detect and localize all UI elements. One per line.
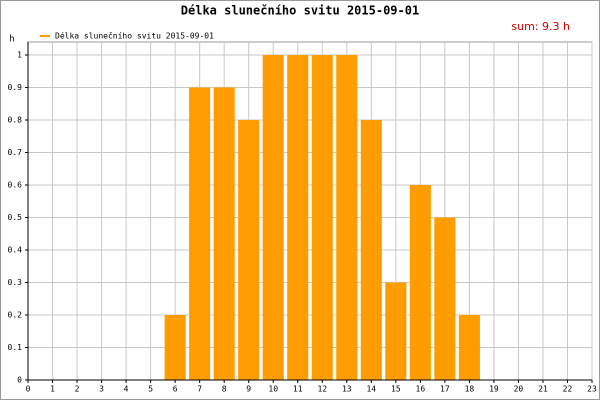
bar <box>189 87 211 380</box>
y-tick-label: 1 <box>17 51 22 60</box>
bar <box>262 55 284 380</box>
bar <box>164 315 186 380</box>
x-tick-label: 4 <box>124 385 129 394</box>
x-tick-label: 3 <box>99 385 104 394</box>
bar <box>434 217 456 380</box>
plot-area <box>27 41 593 381</box>
bar <box>238 120 260 380</box>
bar <box>409 185 431 380</box>
y-tick-label: 0 <box>17 376 22 385</box>
x-tick-label: 18 <box>465 385 475 394</box>
x-tick-label: 13 <box>342 385 352 394</box>
bar <box>360 120 382 380</box>
x-tick-label: 1 <box>50 385 55 394</box>
y-tick-label: 0.7 <box>8 148 23 157</box>
y-tick-label: 0.5 <box>8 213 23 222</box>
y-tick-label: 0.2 <box>8 311 23 320</box>
y-tick-label: 0.6 <box>8 181 23 190</box>
x-tick-label: 20 <box>514 385 524 394</box>
bar <box>336 55 358 380</box>
x-tick-label: 22 <box>563 385 573 394</box>
x-tick-label: 21 <box>538 385 548 394</box>
x-tick-label: 12 <box>317 385 327 394</box>
x-tick-label: 23 <box>587 385 597 394</box>
y-tick-label: 0.8 <box>8 116 23 125</box>
x-tick-label: 7 <box>197 385 202 394</box>
y-tick-label: 0.3 <box>8 278 23 287</box>
bar <box>385 282 407 380</box>
bar <box>287 55 309 380</box>
y-tick-label: 0.4 <box>8 246 23 255</box>
x-tick-label: 15 <box>391 385 401 394</box>
y-tick-label: 0.9 <box>8 83 23 92</box>
x-tick-label: 16 <box>416 385 426 394</box>
bar <box>213 87 235 380</box>
bar <box>311 55 333 380</box>
x-tick-label: 11 <box>293 385 303 394</box>
chart-title: Délka slunečního svitu 2015-09-01 <box>181 4 419 18</box>
x-tick-label: 2 <box>75 385 80 394</box>
y-axis-label: h <box>9 35 14 45</box>
x-tick-label: 0 <box>26 385 31 394</box>
x-tick-label: 9 <box>246 385 251 394</box>
bar <box>458 315 480 380</box>
sum-annotation: sum: 9.3 h <box>511 20 570 33</box>
x-tick-label: 14 <box>366 385 376 394</box>
y-tick-label: 0.1 <box>8 343 23 352</box>
legend-label: Délka slunečního svitu 2015-09-01 <box>55 31 214 41</box>
x-tick-label: 17 <box>440 385 450 394</box>
x-tick-label: 6 <box>173 385 178 394</box>
x-tick-label: 19 <box>489 385 499 394</box>
x-tick-label: 5 <box>148 385 153 394</box>
x-tick-label: 8 <box>222 385 227 394</box>
x-tick-label: 10 <box>268 385 278 394</box>
